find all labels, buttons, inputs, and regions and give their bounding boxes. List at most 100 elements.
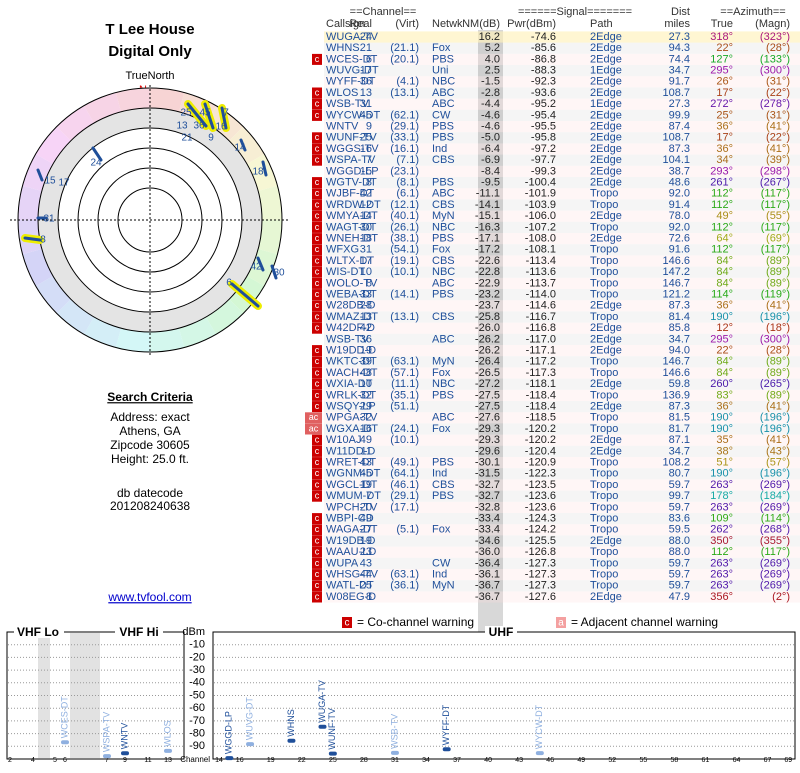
cell: (265°) [760,378,790,390]
cell: (323°) [760,31,790,43]
warning-box [312,580,322,592]
cell: WYFF-DT [326,76,376,88]
azimuth-band [150,328,185,352]
x-tick-label: 11 [144,757,151,764]
cell: (114°) [761,513,790,525]
cell: 272° [710,98,733,110]
cell: 262° [710,524,733,536]
cell: (89°) [766,389,790,401]
warning-flag: c [315,558,320,568]
cell: CW [432,109,451,121]
station-label: 14 [234,143,246,154]
cell: 85.8 [669,322,690,334]
cell: 121.2 [662,289,690,301]
cell: -29.3 [475,434,500,446]
x-tick-label: 14 [215,757,223,764]
cell: (10.1) [390,266,419,278]
azimuth-band [56,105,94,141]
x-tick-label: 69 [784,757,792,764]
cell: NBC [432,266,455,278]
cell: WUVG-DT [326,65,379,77]
cell: MyN [432,356,455,368]
cell: 84° [716,255,733,267]
vhf-hi-label: VHF Hi [119,625,158,639]
warning-flag: c [315,401,320,411]
cell: Tropo [590,423,618,435]
station-segment [230,282,260,308]
row-bg [324,378,800,390]
cell: -6.4 [481,143,500,155]
cell: 146.7 [662,356,690,368]
cell: 99.7 [669,490,690,502]
warning-flag: c [315,367,320,377]
warning-flag: c [315,155,320,165]
cell: -120.9 [525,457,556,469]
warning-flag: c [315,457,320,467]
row-bg [324,389,800,401]
cell: 38° [716,445,733,457]
cell: 23 [360,546,372,558]
subtitle: Digital Only [108,43,192,60]
warning-box [312,356,322,368]
x-tick-label: 46 [546,757,554,764]
station-label: 7 [223,108,229,119]
site-link[interactable]: www.tvfool.com [107,590,191,604]
station-level [61,740,69,745]
cell: -120.2 [525,423,556,435]
warning-box [312,255,322,267]
cell: 49° [716,210,733,222]
azimuth-band [35,126,71,164]
row-bg [324,457,800,469]
label-bg [14,626,64,638]
cell: 10 [360,378,372,390]
cell: (89°) [766,255,790,267]
cell: NBC [432,221,455,233]
cell: 24 [360,31,372,43]
station-name: WCES-DT [59,696,69,738]
warning-box [312,87,322,99]
cell: 7 [366,154,372,166]
cell: -114.0 [526,289,556,301]
cell: 178° [710,490,733,502]
station-name: WHNS [286,709,296,737]
station-table: ==Channel== ======Signal======= Dist ==Azim… [305,6,800,633]
cell: 2Edge [590,333,622,345]
warning-flag: c [315,513,320,523]
cell: -123.6 [525,490,556,502]
cell: (8.1) [396,177,419,189]
row-bg [324,423,800,435]
row-bg [324,121,800,133]
cell: 2Edge [590,591,622,603]
row-bg [324,535,800,547]
cell: (196°) [760,311,790,323]
warning-flag: c [315,289,320,299]
warning-flag: c [315,177,320,187]
cell: WACH-DT [326,367,378,379]
cell: -116.7 [526,311,556,323]
station-level [121,751,129,756]
cell: Fox [432,42,451,54]
cell: -27.5 [475,401,500,413]
cell: Tropo [590,569,618,581]
cell: 88.0 [669,546,690,558]
radar: 25 45 7 13 36 16 21 9 14 18 24 15 17 31 8 6 42 30 [10,85,290,355]
cell: 2Edge [590,434,622,446]
station-level [225,756,234,761]
cell: 146.7 [662,277,690,289]
cell: (57°) [766,457,790,469]
cell: (278°) [760,98,790,110]
cell: 87.3 [669,401,690,413]
cell: ABC [432,333,455,345]
cell: -117.3 [526,367,556,379]
co-icon-box [342,617,352,628]
column-header: Pwr(dBm) [507,18,556,30]
cell: 15 [360,165,372,177]
cell: -116.8 [526,322,556,334]
cell: WRLK-DT [326,389,376,401]
cell: -117.0 [526,333,556,345]
warning-box [312,132,322,144]
cell: Tropo [590,188,618,200]
cell: 356° [710,591,733,603]
cell: (55°) [766,210,790,222]
cell: (41°) [766,434,790,446]
